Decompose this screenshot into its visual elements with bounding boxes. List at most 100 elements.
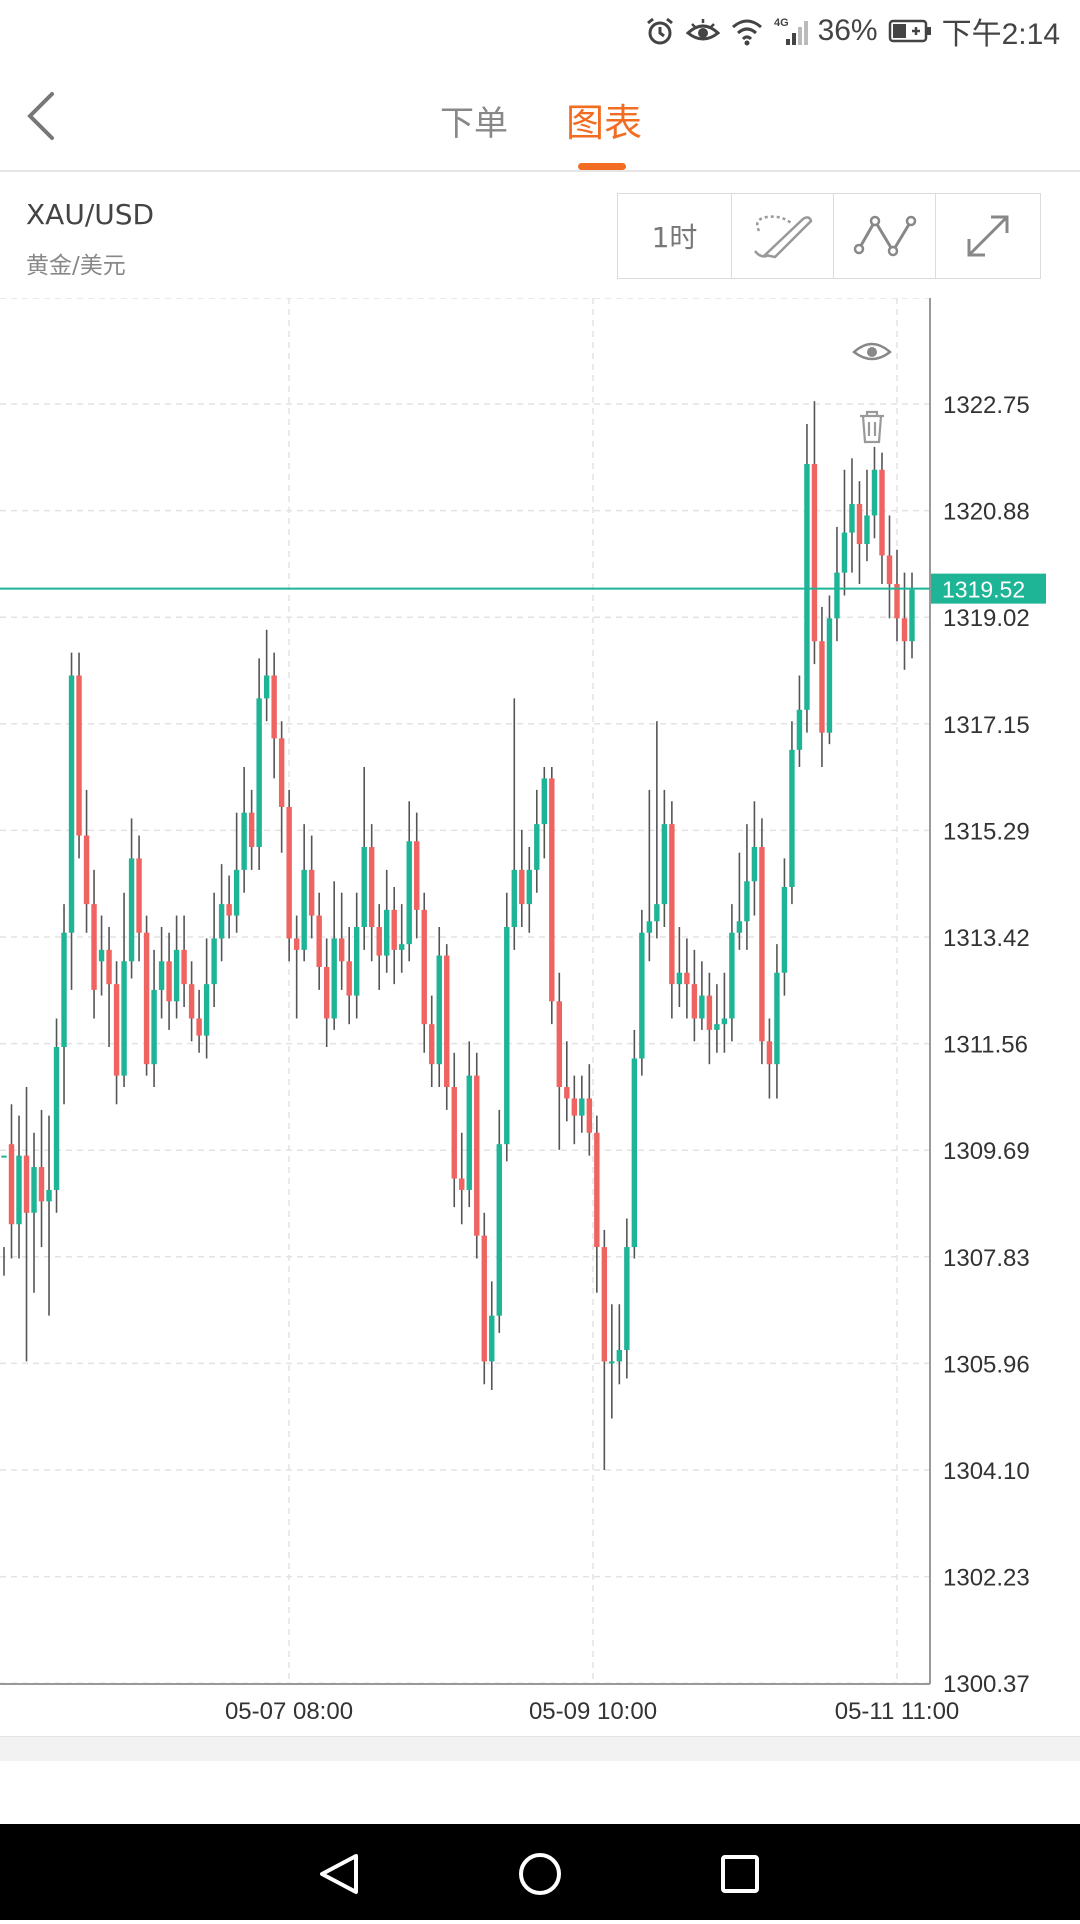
navigation-bar	[0, 1824, 1080, 1920]
candle	[459, 1132, 465, 1225]
candle-body	[504, 926, 510, 1145]
candle	[729, 904, 735, 1042]
candle	[391, 886, 397, 985]
candle	[226, 875, 232, 939]
candle-body	[541, 778, 547, 825]
interval-selector[interactable]: 1时	[618, 194, 732, 278]
candle-body	[714, 1024, 720, 1030]
candlestick-chart[interactable]: 1322.75 1320.88 1319.02 1317.15 1315.29 1313.…	[0, 298, 1080, 1738]
candle-body	[106, 949, 112, 985]
toggle-visibility-button[interactable]	[852, 336, 892, 368]
chart-candles	[1, 401, 915, 1470]
candle-body	[489, 1315, 495, 1362]
y-axis: 1322.75 1320.88 1319.02 1317.15 1315.29 1313.…	[943, 392, 1030, 1698]
tab-chart[interactable]: 图表	[566, 101, 643, 145]
candle-body	[406, 841, 412, 945]
candle	[136, 835, 142, 962]
candle-body	[391, 909, 397, 950]
candle-body	[451, 1087, 457, 1179]
chart-toolbar: 1时	[617, 193, 1041, 279]
candle	[826, 595, 833, 745]
candle	[444, 944, 450, 1110]
candle-body	[293, 938, 300, 950]
candle-body	[233, 869, 240, 916]
candle-body	[444, 955, 450, 1088]
delete-drawing-button[interactable]	[860, 410, 884, 444]
back-button[interactable]	[18, 86, 64, 146]
candle-body	[676, 972, 683, 985]
candle	[173, 915, 180, 1019]
nav-home-button[interactable]	[519, 1853, 561, 1895]
header: 下单 图表	[0, 62, 1080, 172]
candle-body	[1, 1155, 7, 1158]
chart-canvas[interactable]: 1322.75 1320.88 1319.02 1317.15 1315.29 1313.…	[0, 298, 1080, 1738]
candle	[38, 1109, 45, 1248]
candle	[609, 1304, 615, 1419]
chart-grid	[0, 298, 931, 1685]
candle-body	[53, 1047, 60, 1190]
candle-body	[819, 641, 825, 733]
candle-body	[721, 1018, 728, 1025]
candle	[864, 469, 870, 562]
tab-order[interactable]: 下单	[440, 104, 508, 144]
indicator-button[interactable]	[834, 194, 936, 278]
candle	[61, 904, 67, 1105]
candle-body	[203, 984, 210, 1036]
candle-body	[331, 938, 337, 1019]
y-tick-label: 1309.69	[943, 1138, 1030, 1165]
candle-body	[751, 846, 758, 882]
eye-icon	[685, 17, 720, 45]
candle-body	[316, 915, 322, 968]
candle	[669, 801, 675, 1019]
y-tick-label: 1320.88	[943, 499, 1030, 526]
candle-body	[136, 858, 142, 933]
y-tick-label: 1302.23	[943, 1565, 1030, 1592]
candle-body	[68, 675, 75, 933]
candle-body	[338, 938, 345, 962]
candle-body	[579, 1098, 585, 1116]
candle	[301, 824, 307, 962]
candle	[83, 789, 90, 933]
candle-body	[804, 464, 810, 710]
y-tick-label: 1305.96	[943, 1351, 1030, 1378]
candle	[414, 812, 420, 939]
candle	[894, 549, 900, 642]
candle	[519, 829, 525, 927]
candle	[323, 938, 330, 1048]
candle-body	[173, 949, 180, 1002]
candle-body	[834, 572, 840, 619]
candle-body	[474, 1075, 480, 1236]
candle-body	[196, 1018, 202, 1036]
candle	[8, 1104, 15, 1259]
candle	[376, 904, 382, 990]
candle	[736, 852, 743, 950]
draw-tool-button[interactable]	[732, 194, 834, 278]
candle-body	[211, 938, 217, 985]
candle	[901, 572, 908, 670]
network-type-label: 4G	[774, 17, 789, 29]
candle	[834, 526, 840, 642]
candle	[781, 858, 788, 996]
candle-body	[556, 1001, 563, 1088]
candle	[511, 698, 517, 950]
nav-back-button[interactable]	[320, 1854, 358, 1894]
candle	[98, 915, 105, 996]
wifi-icon	[730, 16, 764, 46]
candle	[856, 481, 863, 585]
candle	[526, 846, 532, 933]
candle	[121, 892, 127, 1088]
candle	[384, 869, 390, 973]
candle-body	[879, 469, 885, 556]
nav-recents-button[interactable]	[721, 1855, 759, 1893]
candle-body	[654, 904, 660, 922]
candle-body	[158, 961, 165, 990]
candle	[53, 1018, 60, 1213]
current-price-line: 1319.52	[0, 573, 1046, 604]
candle	[699, 961, 705, 1030]
candle-body	[121, 961, 127, 1076]
candle-body	[143, 932, 150, 1065]
candle-body	[466, 1075, 472, 1190]
candle-body	[346, 961, 352, 996]
fullscreen-button[interactable]	[936, 194, 1040, 278]
candle	[399, 904, 405, 973]
